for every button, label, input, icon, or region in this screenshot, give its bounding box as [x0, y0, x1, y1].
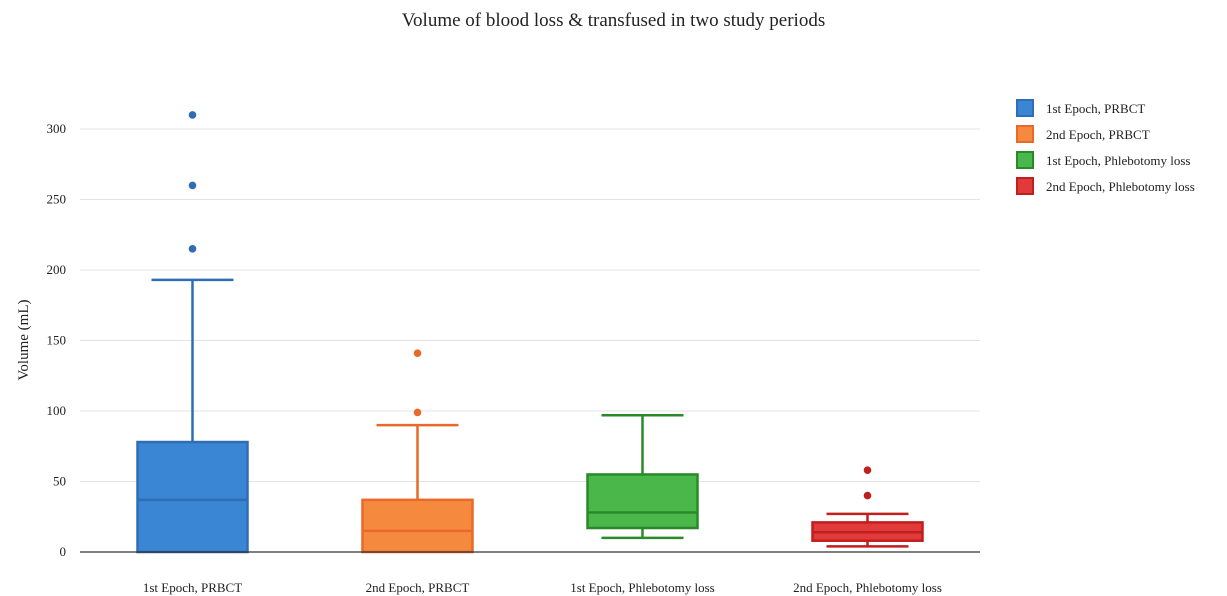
box-series: [136, 111, 924, 554]
box-2: [361, 349, 474, 554]
chart-title: Volume of blood loss & transfused in two…: [401, 10, 826, 31]
legend-item: 1st Epoch, Phlebotomy loss: [1016, 151, 1190, 169]
outlier-point: [413, 408, 422, 417]
x-tick-label: 1st Epoch, Phlebotomy loss: [570, 580, 714, 595]
x-axis-ticks: 1st Epoch, PRBCT 2nd Epoch, PRBCT 1st Epoc…: [143, 580, 942, 595]
x-tick-label: 1st Epoch, PRBCT: [143, 580, 242, 595]
legend-item: 2nd Epoch, Phlebotomy loss: [1016, 177, 1195, 195]
box-3: [586, 413, 699, 540]
iqr-box: [361, 498, 474, 554]
legend: 1st Epoch, PRBCT 2nd Epoch, PRBCT 1st Epoc…: [1016, 99, 1195, 195]
outlier-point: [863, 491, 872, 500]
legend-label: 2nd Epoch, PRBCT: [1046, 127, 1150, 142]
legend-swatch: [1016, 177, 1034, 195]
legend-label: 2nd Epoch, Phlebotomy loss: [1046, 179, 1195, 194]
gridlines: [80, 128, 980, 482]
outlier-point: [863, 466, 872, 475]
outlier-point: [188, 245, 197, 253]
box-4: [811, 466, 924, 548]
legend-label: 1st Epoch, Phlebotomy loss: [1046, 153, 1190, 168]
outlier-point: [413, 349, 422, 357]
legend-swatch: [1016, 151, 1034, 169]
legend-swatch: [1016, 99, 1034, 117]
y-tick-label: 200: [47, 262, 67, 277]
y-tick-label: 150: [47, 333, 67, 348]
x-tick-label: 2nd Epoch, Phlebotomy loss: [793, 580, 942, 595]
y-axis-ticks: 0 50 100 150 200 250 300: [47, 121, 67, 559]
legend-swatch: [1016, 125, 1034, 143]
legend-label: 1st Epoch, PRBCT: [1046, 101, 1145, 116]
box-1: [136, 111, 249, 554]
y-tick-label: 300: [47, 121, 67, 136]
y-axis-title: Volume (mL): [16, 300, 32, 381]
outlier-point: [188, 111, 197, 119]
y-tick-label: 0: [60, 544, 67, 559]
x-tick-label: 2nd Epoch, PRBCT: [366, 580, 470, 595]
iqr-box: [586, 473, 699, 530]
y-tick-label: 50: [53, 474, 66, 489]
legend-item: 1st Epoch, PRBCT: [1016, 99, 1145, 117]
legend-item: 2nd Epoch, PRBCT: [1016, 125, 1150, 143]
y-tick-label: 100: [47, 403, 67, 418]
y-tick-label: 250: [47, 192, 67, 207]
iqr-box: [136, 440, 249, 554]
outlier-point: [188, 181, 197, 190]
